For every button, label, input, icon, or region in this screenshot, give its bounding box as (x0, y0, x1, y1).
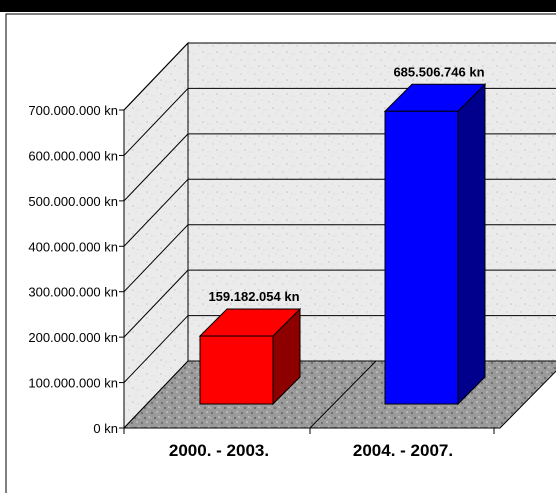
x-tick-label-2: 2004. - 2007. (353, 441, 453, 460)
bar-2 (383, 83, 487, 406)
data-label-2: 685.506.746 kn (393, 64, 484, 79)
x-tick-labels: 2000. - 2003. 2004. - 2007. (169, 441, 453, 460)
y-tick-label: 200.000.000 kn (28, 330, 118, 345)
side-wall (123, 41, 189, 430)
gridlines (123, 42, 556, 429)
bar-side-face (457, 83, 486, 406)
gridline-side (123, 269, 189, 338)
y-tick-label: 500.000.000 kn (28, 194, 118, 209)
floor-divider (309, 360, 377, 429)
y-tick-label: 600.000.000 kn (28, 148, 118, 163)
bars (198, 83, 487, 406)
axis-ticks (119, 109, 495, 434)
data-labels: 159.182.054 kn 685.506.746 kn (208, 64, 484, 304)
gridline-side (123, 42, 189, 111)
gridline-side (123, 133, 189, 202)
y-tick-label: 400.000.000 kn (28, 239, 118, 254)
y-tick-labels: 0 kn 100.000.000 kn 200.000.000 kn 300.000.… (28, 103, 118, 436)
floor (122, 360, 556, 429)
y-tick-label: 100.000.000 kn (28, 376, 118, 391)
y-tick-label: 300.000.000 kn (28, 285, 118, 300)
y-tick-label: 700.000.000 kn (28, 103, 118, 118)
gridline-side (123, 178, 189, 247)
bar-front-face (199, 335, 274, 405)
gridline-side (123, 224, 189, 293)
y-tick-label: 0 kn (93, 421, 118, 436)
bar-1 (198, 307, 302, 406)
title-band (0, 0, 556, 12)
bar-front-face (384, 110, 459, 405)
data-label-1: 159.182.054 kn (208, 289, 299, 304)
x-tick-label-1: 2000. - 2003. (169, 441, 269, 460)
gridline-side (123, 315, 189, 383)
gridline-side (123, 88, 189, 156)
